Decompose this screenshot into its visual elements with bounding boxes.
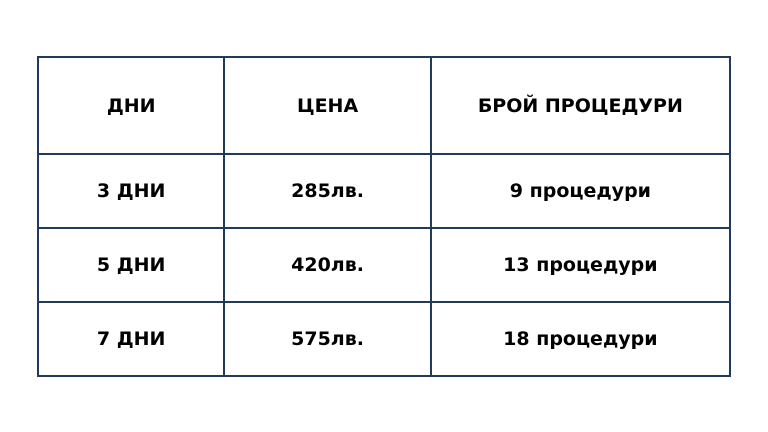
cell-days: 3 ДНИ <box>36 153 226 229</box>
cell-price: 285лв. <box>223 153 432 229</box>
cell-days: 5 ДНИ <box>36 227 226 303</box>
cell-procedures: 9 процедури <box>429 153 732 229</box>
cell-procedures: 13 процедури <box>429 227 732 303</box>
header-procedures: БРОЙ ПРОЦЕДУРИ <box>429 56 732 155</box>
pricing-table: ДНИ ЦЕНА БРОЙ ПРОЦЕДУРИ 3 ДНИ 285лв. 9 п… <box>36 56 732 377</box>
header-price: ЦЕНА <box>223 56 432 155</box>
table-row: 7 ДНИ 575лв. 18 процедури <box>36 301 732 377</box>
cell-procedures: 18 процедури <box>429 301 732 377</box>
cell-days: 7 ДНИ <box>36 301 226 377</box>
header-row: ДНИ ЦЕНА БРОЙ ПРОЦЕДУРИ <box>36 56 732 155</box>
header-days: ДНИ <box>36 56 226 155</box>
table-row: 3 ДНИ 285лв. 9 процедури <box>36 153 732 229</box>
cell-price: 575лв. <box>223 301 432 377</box>
cell-price: 420лв. <box>223 227 432 303</box>
table-row: 5 ДНИ 420лв. 13 процедури <box>36 227 732 303</box>
